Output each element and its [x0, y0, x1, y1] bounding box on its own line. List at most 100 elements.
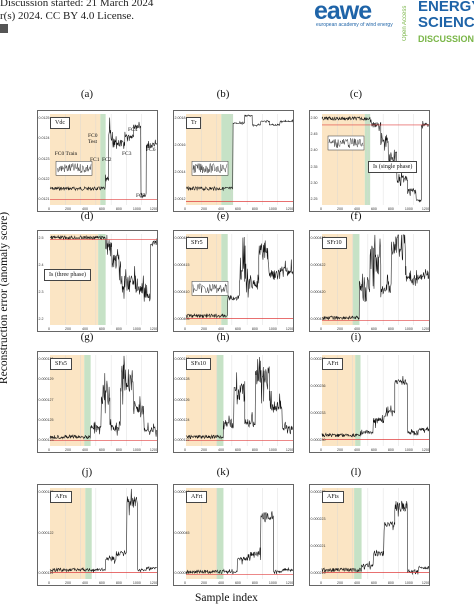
x-tick-label: 600 [370, 327, 377, 331]
x-tick-label: 200 [336, 448, 343, 452]
x-tick-label: 400 [81, 448, 88, 452]
x-tick-label: 1000 [268, 581, 277, 585]
x-tick-label: 600 [234, 581, 241, 585]
x-tick-label: 0 [320, 327, 322, 331]
baseline-region [186, 234, 222, 325]
fault-case-annotation: FC0 Train [54, 151, 78, 157]
signal-line [185, 511, 293, 575]
zoom-inset-signal [192, 283, 228, 294]
y-tick-label: 0.000129 [38, 377, 54, 382]
zoom-inset-signal [192, 163, 228, 174]
eawe-logo: eawe [314, 0, 372, 25]
baseline-region [322, 488, 355, 579]
journal-logo-science: SCIENCE [418, 14, 474, 31]
fault-case-annotation: FC3 [122, 151, 132, 157]
x-tick-label: 600 [370, 207, 377, 211]
signal-line [49, 488, 157, 573]
x-tick-label: 200 [64, 448, 71, 452]
y-tick-label: 0.000119 [38, 571, 54, 575]
y-tick-label: 0.000225 [310, 490, 326, 494]
x-tick-label: 0 [48, 448, 50, 452]
x-tick-label: 800 [251, 581, 258, 585]
signal-line [321, 375, 429, 438]
x-tick-label: 600 [234, 327, 241, 331]
x-tick-label: 0 [184, 327, 186, 331]
subplot-legend: Vdc [50, 117, 70, 129]
subplot-svg [321, 355, 429, 446]
subplot-SFs10: 0.000130 0.000128 0.000126 0.000124 0.000122… [173, 351, 294, 453]
baseline-region [322, 355, 356, 446]
baseline-region [186, 355, 218, 446]
x-tick-label: 1000 [132, 207, 141, 211]
y-tick-label: 2.30 [310, 180, 318, 185]
subplot-AFts: 0.000225 0.000223 0.000221 0.000219 0 200 400 6… [309, 484, 430, 586]
x-tick-label: 1200 [285, 448, 294, 452]
y-tick-label: 0.000230 [310, 438, 326, 442]
x-tick-label: 600 [98, 581, 105, 585]
zoom-inset-signal [328, 137, 364, 148]
y-tick-label: 2.0016 [174, 143, 186, 147]
zoom-inset-signal [56, 163, 92, 173]
sidebar-marker [0, 24, 8, 33]
subplot-svg [49, 114, 157, 205]
y-tick-label: 2.3 [38, 290, 44, 294]
subplot-legend: Is (single phase) [368, 161, 418, 173]
x-tick-label: 200 [336, 207, 343, 211]
y-tick-label: 0.000233 [310, 411, 326, 415]
y-tick-label: 0.000128 [174, 377, 190, 382]
subplot-legend: AFrt [186, 491, 208, 503]
signal-line [49, 355, 157, 440]
panel-label: (d) [80, 210, 94, 222]
subplot-svg [321, 114, 429, 205]
x-tick-label: 600 [98, 207, 105, 211]
y-tick-label: 0.000122 [38, 530, 54, 535]
x-tick-label: 1000 [404, 207, 413, 211]
x-tick-label: 1000 [132, 448, 141, 452]
subplot-legend: SFr10 [322, 237, 347, 249]
panel-label: (i) [350, 331, 362, 343]
subplot-SFr5: 0.000420 0.000415 0.000410 0.000405 0 200 400 6… [173, 230, 294, 332]
x-tick-label: 600 [370, 581, 377, 585]
baseline-region [50, 114, 101, 205]
x-tick-label: 800 [387, 327, 394, 331]
fault-case-annotation: FC0 Test [88, 133, 98, 145]
subplot-legend: AFrt [322, 358, 344, 370]
baseline-region [186, 488, 218, 579]
x-tick-label: 200 [200, 448, 207, 452]
x-tick-label: 1200 [149, 581, 158, 585]
eawe-logo-subtitle: european academy of wind energy [316, 22, 393, 28]
y-tick-label: 0.0123 [38, 156, 50, 161]
y-tick-label: 0.000130 [174, 357, 190, 361]
panel-label: (a) [80, 88, 94, 100]
subplot-svg [321, 488, 429, 579]
signal-line [185, 114, 293, 192]
subplot-svg [185, 234, 293, 325]
y-tick-label: 0.0124 [38, 136, 50, 141]
x-tick-label: 400 [353, 327, 360, 331]
x-tick-label: 200 [336, 327, 343, 331]
y-tick-label: 0.000124 [174, 417, 190, 422]
subplot-AFrs: 0.000125 0.000122 0.000119 0 200 400 600 800 100… [37, 484, 158, 586]
x-tick-label: 600 [234, 448, 241, 452]
subplot-svg [49, 234, 157, 325]
x-tick-label: 1000 [404, 581, 413, 585]
subplot-AFrt: 0.000239 0.000236 0.000233 0.000230 0 200 400 6… [309, 351, 430, 453]
transition-region [217, 355, 224, 446]
x-tick-label: 600 [98, 327, 105, 331]
x-tick-label: 600 [234, 207, 241, 211]
x-tick-label: 0 [320, 448, 322, 452]
x-tick-label: 800 [115, 581, 122, 585]
y-tick-label: 2.25 [310, 197, 318, 201]
y-tick-label: 0.000126 [174, 397, 190, 402]
x-tick-label: 1000 [268, 448, 277, 452]
y-tick-label: 0.000045 [174, 530, 190, 535]
y-tick-label: 0.000420 [174, 236, 190, 240]
journal-logo-energy: ENERGY [418, 0, 474, 15]
x-tick-label: 400 [217, 581, 224, 585]
subplot-legend: SFs10 [186, 358, 212, 370]
subplot-Tr: 2.0018 2.0016 2.0014 2.0012 0 200 400 600 800 100… [173, 110, 294, 212]
x-tick-label: 400 [81, 581, 88, 585]
subplot-Vdc: 0.0125 0.0124 0.0123 0.0122 0.0121 0 200 400 600… [37, 110, 158, 212]
panel-label: (j) [81, 466, 93, 478]
y-tick-label: 0.000044 [174, 571, 190, 575]
